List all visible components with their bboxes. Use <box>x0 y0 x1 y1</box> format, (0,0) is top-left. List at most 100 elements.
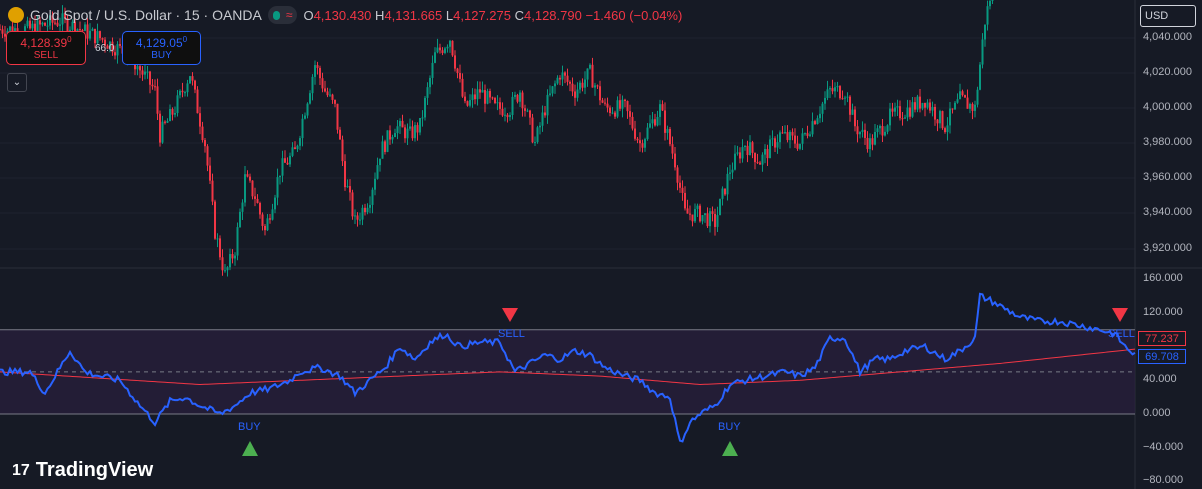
candle-body <box>9 26 11 31</box>
candle-body <box>44 22 46 26</box>
candle-body <box>636 138 639 141</box>
candle-body <box>611 112 614 114</box>
candle-body <box>774 138 776 148</box>
candle-body <box>976 89 979 105</box>
candle-body <box>581 82 584 88</box>
candle-body <box>454 55 456 69</box>
candle-body <box>159 113 161 143</box>
candle-body <box>189 76 191 84</box>
candle-body <box>761 154 764 165</box>
candle-body <box>84 24 86 31</box>
symbol-title[interactable]: Gold Spot / U.S. Dollar · 15 · OANDA <box>30 7 262 23</box>
candle-body <box>596 85 599 87</box>
candle-body <box>219 238 221 258</box>
candle-body <box>171 109 174 115</box>
candle-body <box>41 22 44 25</box>
candle-body <box>631 116 634 129</box>
candle-body <box>469 100 471 106</box>
candle-body <box>56 22 59 26</box>
candle-body <box>836 86 839 88</box>
candle-body <box>741 147 744 159</box>
candle-body <box>81 29 84 31</box>
candle-body <box>831 88 834 92</box>
currency-select[interactable]: USD <box>1140 5 1196 27</box>
candle-body <box>356 215 359 220</box>
candle-body <box>139 66 141 71</box>
candle-body <box>704 213 706 216</box>
candle-body <box>254 196 256 199</box>
candle-body <box>821 103 824 114</box>
candle-body <box>354 215 356 217</box>
candle-body <box>904 117 906 119</box>
candle-body <box>814 121 816 125</box>
candle-body <box>884 131 886 136</box>
candle-body <box>566 75 569 82</box>
candle-body <box>479 89 481 93</box>
candle-body <box>676 167 679 183</box>
price-axis-label: 3,980.000 <box>1143 136 1192 148</box>
tradingview-logo[interactable]: 17 TradingView <box>12 459 154 481</box>
candle-body <box>974 104 976 111</box>
oscillator-line <box>0 292 1136 443</box>
candle-body <box>584 79 586 88</box>
market-status[interactable]: ≈ <box>267 6 298 24</box>
candle-body <box>456 68 459 73</box>
candle-body <box>744 145 746 148</box>
candle-body <box>31 23 34 29</box>
candle-body <box>919 96 921 109</box>
candle-body <box>486 91 489 104</box>
gold-logo-icon <box>8 7 24 23</box>
candle-body <box>369 204 371 208</box>
candle-body <box>519 92 521 102</box>
candle-body <box>166 121 169 123</box>
collapse-chevron-icon[interactable]: ⌄ <box>7 73 27 92</box>
osc-axis-label: −40.000 <box>1143 440 1184 453</box>
buy-signal-label: BUY <box>718 421 741 433</box>
candle-body <box>379 158 381 166</box>
candle-body <box>691 214 694 222</box>
candle-body <box>721 188 724 199</box>
candle-body <box>431 62 434 78</box>
candle-body <box>271 209 274 220</box>
candle-body <box>799 143 801 149</box>
candle-body <box>169 109 171 122</box>
candle-body <box>899 106 901 119</box>
candle-body <box>506 114 509 118</box>
candle-body <box>599 86 601 101</box>
candle-body <box>694 209 696 222</box>
candle-body <box>641 143 644 148</box>
price-axis-label: 4,020.000 <box>1143 66 1192 78</box>
candle-body <box>746 145 749 155</box>
candle-body <box>679 182 681 188</box>
candle-body <box>944 128 946 133</box>
candle-body <box>796 143 799 149</box>
candle-body <box>109 41 111 49</box>
candle-body <box>931 106 934 111</box>
candle-body <box>24 26 26 35</box>
buy-button[interactable]: 4,129.050 BUY <box>122 31 201 65</box>
candle-body <box>634 128 636 139</box>
osc-axis-label: −80.000 <box>1143 474 1184 487</box>
candle-body <box>574 91 576 98</box>
candle-body <box>279 175 281 178</box>
candle-body <box>629 111 631 117</box>
candle-body <box>199 113 201 127</box>
candle-body <box>174 113 176 115</box>
candle-body <box>804 133 806 135</box>
candle-body <box>444 48 446 53</box>
candle-body <box>496 102 499 104</box>
sell-button[interactable]: 4,128.390 SELL <box>6 31 86 65</box>
candle-body <box>91 28 94 31</box>
candle-body <box>984 24 986 40</box>
candle-body <box>839 86 841 99</box>
candle-body <box>554 83 556 87</box>
candle-body <box>391 136 394 140</box>
candle-body <box>301 118 304 139</box>
candle-body <box>461 78 464 97</box>
candle-body <box>71 21 74 30</box>
candle-body <box>576 89 579 98</box>
candle-body <box>384 141 386 152</box>
candle-body <box>871 138 874 145</box>
candle-body <box>811 121 814 135</box>
